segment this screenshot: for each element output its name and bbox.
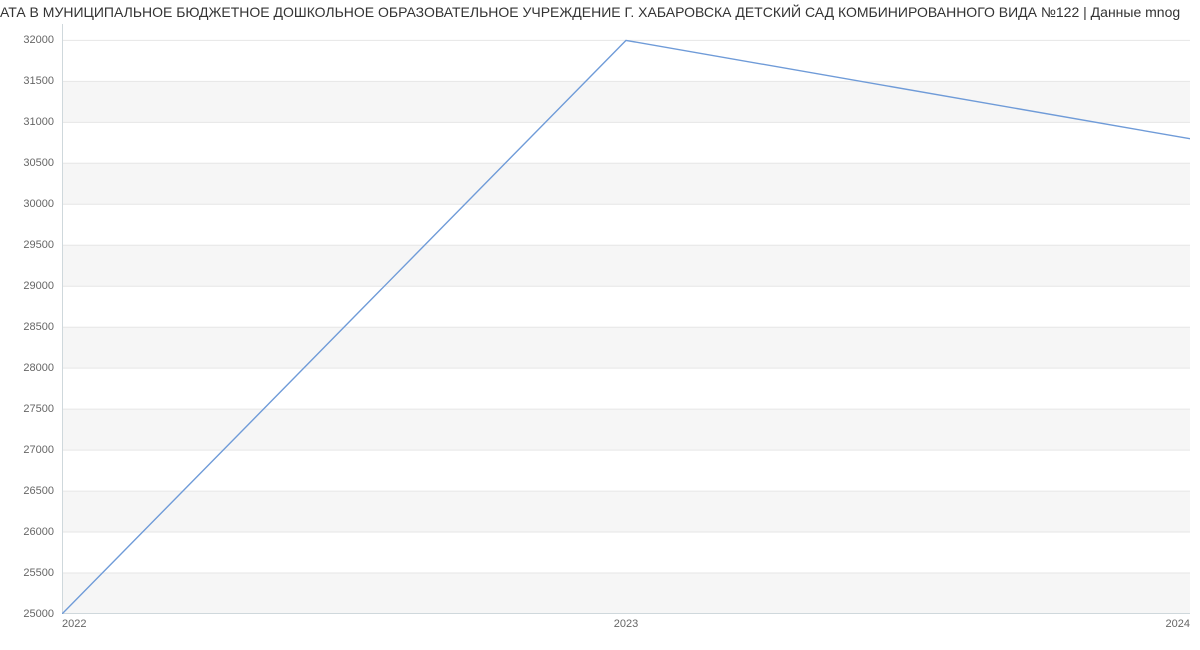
y-tick-label: 26000 [23,526,54,538]
y-tick-label: 31500 [23,75,54,87]
y-tick-label: 31000 [23,116,54,128]
y-tick-label: 28500 [23,321,54,333]
y-tick-label: 25500 [23,567,54,579]
chart-title: АТА В МУНИЦИПАЛЬНОЕ БЮДЖЕТНОЕ ДОШКОЛЬНОЕ… [0,0,1200,24]
y-tick-label: 30000 [23,198,54,210]
x-tick-label: 2022 [62,618,86,630]
chart-svg [62,24,1190,614]
y-tick-label: 32000 [23,34,54,46]
y-tick-label: 25000 [23,608,54,620]
y-tick-label: 29000 [23,280,54,292]
y-axis-labels: 25000 25500 26000 26500 27000 27500 28000 28500… [0,24,60,640]
plot-area [62,24,1190,614]
y-tick-label: 26500 [23,485,54,497]
y-tick-label: 29500 [23,239,54,251]
y-tick-label: 27500 [23,403,54,415]
y-tick-label: 30500 [23,157,54,169]
chart-area: 25000 25500 26000 26500 27000 27500 28000 28500… [0,24,1200,640]
y-tick-label: 28000 [23,362,54,374]
x-tick-label: 2023 [614,618,638,630]
y-tick-label: 27000 [23,444,54,456]
x-tick-label: 2024 [1166,618,1190,630]
